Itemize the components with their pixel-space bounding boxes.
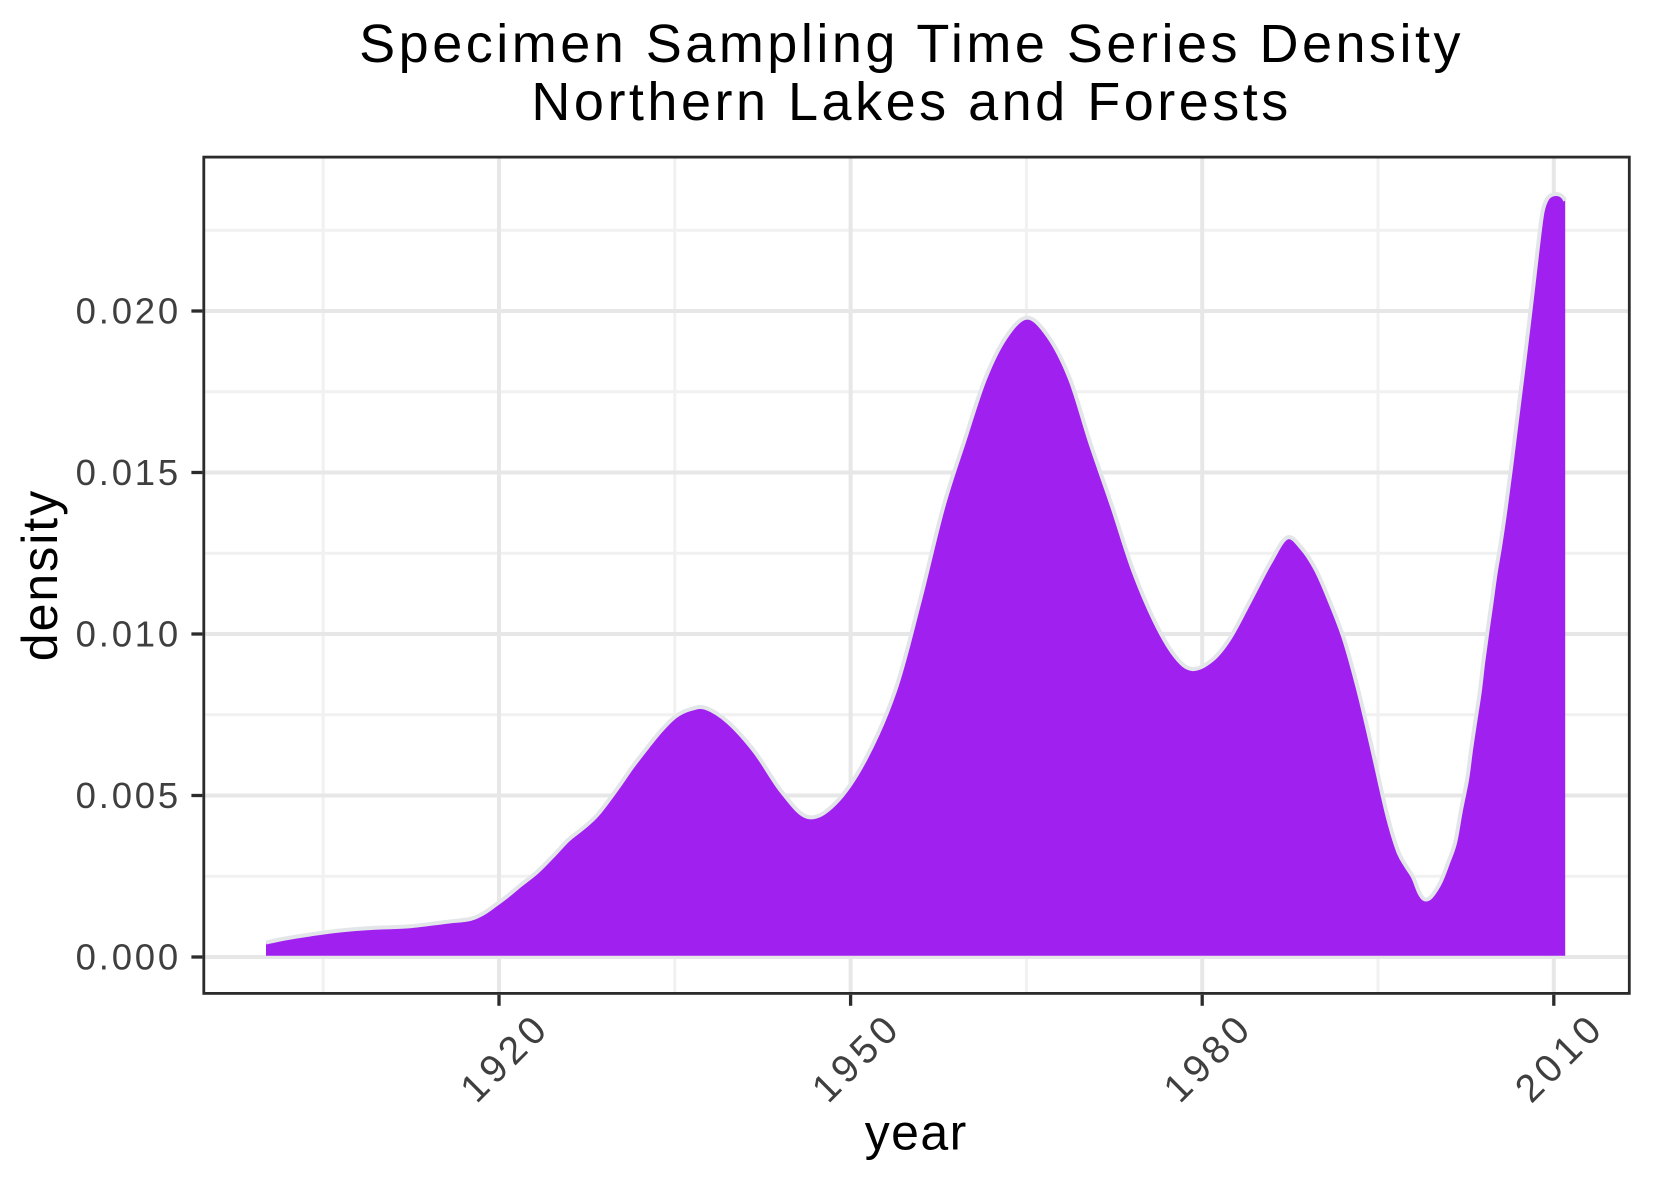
svg-text:0.020: 0.020: [76, 291, 181, 332]
svg-text:density: density: [12, 489, 68, 661]
svg-text:Northern Lakes and Forests: Northern Lakes and Forests: [531, 72, 1291, 132]
svg-text:0.000: 0.000: [76, 937, 181, 978]
svg-text:Specimen Sampling Time Series: Specimen Sampling Time Series Density: [359, 14, 1464, 74]
svg-text:year: year: [865, 1105, 968, 1161]
svg-text:0.015: 0.015: [76, 452, 181, 493]
svg-text:0.010: 0.010: [76, 614, 181, 655]
svg-text:0.005: 0.005: [76, 775, 181, 816]
